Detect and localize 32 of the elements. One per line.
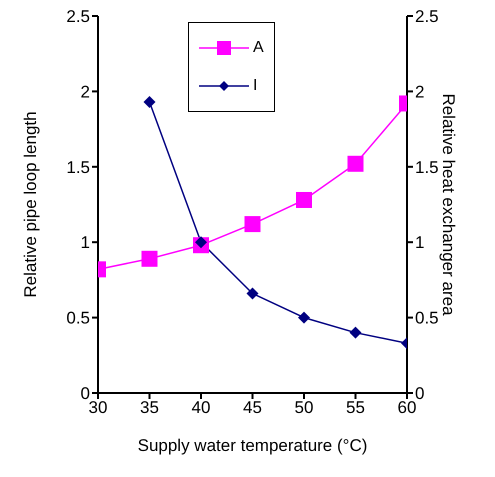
y2-tick-label: 0.5	[415, 308, 439, 328]
y2-tick-label: 0	[415, 384, 424, 404]
point	[144, 96, 156, 108]
y2-tick-label: 1.5	[415, 158, 439, 177]
point	[296, 192, 312, 208]
x-tick-label: 60	[398, 398, 416, 418]
y2-axis-title: Relative heat exchanger area	[438, 93, 458, 316]
y-tick-label: 1.5	[66, 158, 90, 177]
legend-label: I	[253, 77, 258, 95]
y2-tick-label: 2	[415, 82, 424, 102]
x-tick-label: 50	[294, 398, 314, 418]
y-axis-title: Relative pipe loop length	[21, 111, 40, 298]
point	[298, 312, 310, 324]
y-tick-label: 2	[80, 82, 90, 102]
x-tick-label: 30	[88, 398, 108, 418]
point	[350, 326, 362, 339]
y2-tick-label: 2.5	[415, 7, 439, 26]
point	[142, 250, 158, 267]
legend-label: A	[253, 39, 264, 57]
x-tick-label: 45	[243, 398, 262, 418]
x-tick-label: 35	[140, 398, 159, 418]
x-tick-label: 40	[192, 398, 210, 418]
x-axis-title: Supply water temperature (°C)	[138, 436, 368, 455]
point	[244, 216, 260, 232]
y-tick-label: 0	[80, 384, 90, 404]
y2-tick-label: 1	[415, 233, 424, 252]
y-tick-label: 0.5	[66, 308, 90, 328]
point	[348, 156, 364, 172]
x-tick-label: 55	[346, 398, 365, 418]
y-tick-label: 1	[80, 233, 90, 252]
point	[246, 287, 258, 300]
y-tick-label: 2.5	[66, 7, 90, 26]
